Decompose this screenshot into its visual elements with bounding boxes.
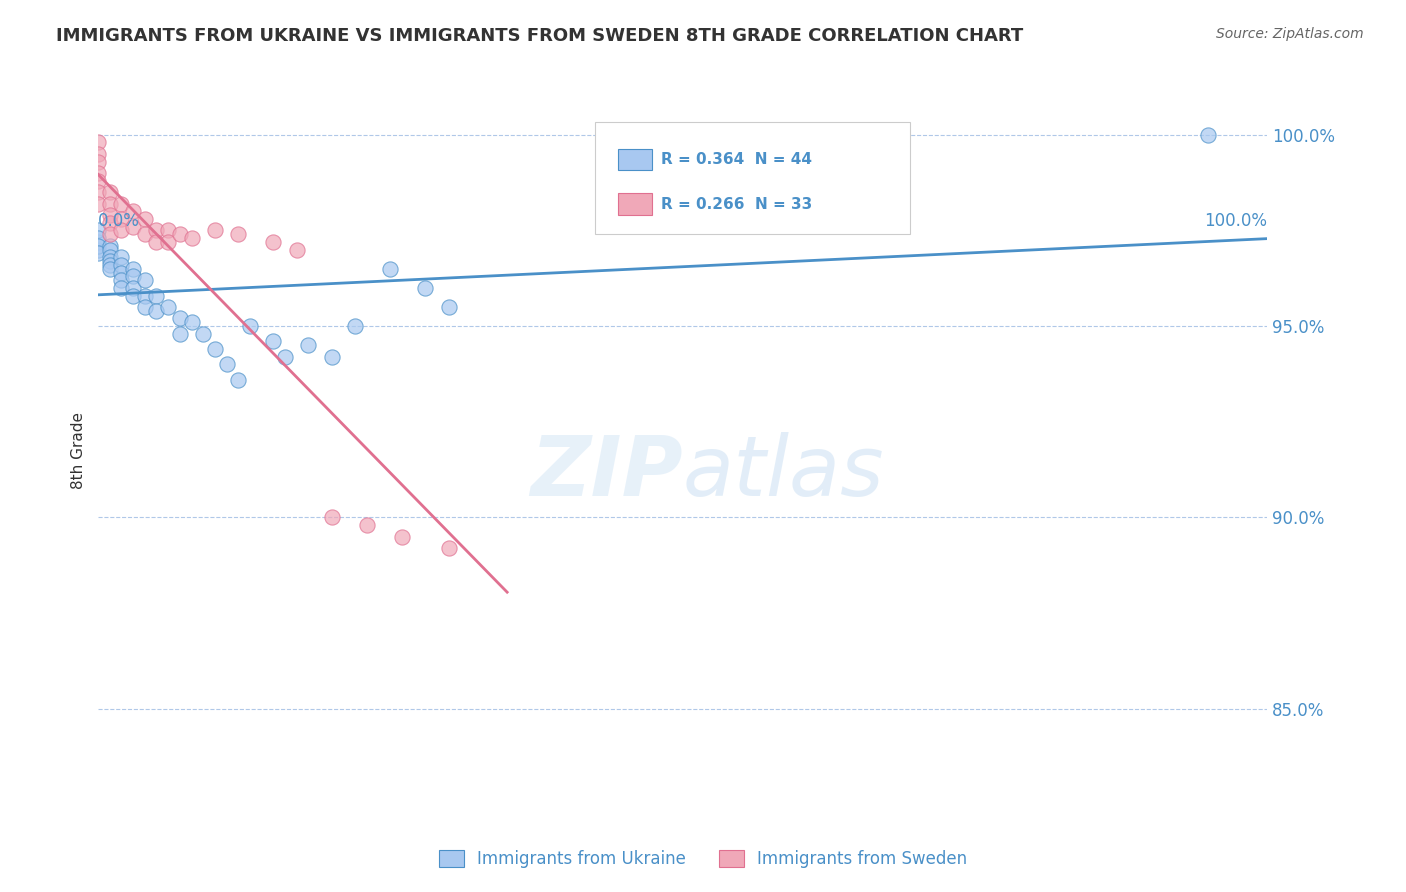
Point — [122, 288, 145, 302]
Y-axis label: 8th Grade: 8th Grade — [72, 412, 86, 489]
Point — [98, 243, 121, 257]
Point — [110, 212, 132, 227]
Point — [157, 235, 180, 249]
Point — [87, 185, 110, 199]
FancyBboxPatch shape — [619, 194, 652, 215]
Text: atlas: atlas — [682, 433, 884, 513]
FancyBboxPatch shape — [619, 149, 652, 170]
Point — [122, 204, 145, 219]
Point — [169, 311, 191, 326]
Point — [87, 166, 110, 180]
Point — [134, 300, 156, 314]
Point — [87, 174, 110, 188]
Point — [344, 319, 367, 334]
Point — [87, 154, 110, 169]
Text: 100.0%: 100.0% — [1204, 211, 1267, 230]
Point — [274, 350, 297, 364]
Point — [239, 319, 262, 334]
Point — [98, 258, 121, 272]
Point — [226, 227, 249, 242]
Point — [122, 281, 145, 295]
Point — [145, 223, 167, 237]
Point — [145, 235, 167, 249]
Point — [134, 212, 156, 227]
Point — [87, 196, 110, 211]
Legend: Immigrants from Ukraine, Immigrants from Sweden: Immigrants from Ukraine, Immigrants from… — [432, 843, 974, 875]
Point — [98, 227, 121, 242]
Point — [285, 243, 308, 257]
Point — [297, 338, 319, 352]
Text: 0.0%: 0.0% — [98, 211, 141, 230]
Text: R = 0.266  N = 33: R = 0.266 N = 33 — [661, 197, 813, 211]
Point — [204, 342, 226, 356]
Point — [169, 227, 191, 242]
Point — [87, 136, 110, 150]
Point — [134, 288, 156, 302]
Point — [193, 326, 215, 341]
Point — [110, 258, 132, 272]
Point — [145, 288, 167, 302]
Point — [391, 530, 413, 544]
Point — [110, 281, 132, 295]
Point — [380, 261, 402, 276]
Point — [122, 261, 145, 276]
Point — [98, 261, 121, 276]
Point — [98, 208, 121, 222]
Point — [157, 223, 180, 237]
Point — [122, 269, 145, 284]
Point — [262, 235, 284, 249]
Point — [98, 196, 121, 211]
Point — [134, 273, 156, 287]
Point — [110, 266, 132, 280]
Point — [98, 216, 121, 230]
Point — [321, 350, 343, 364]
Point — [98, 185, 121, 199]
Point — [169, 326, 191, 341]
Point — [157, 300, 180, 314]
Point — [215, 357, 238, 371]
Point — [98, 254, 121, 268]
Point — [87, 223, 110, 237]
Point — [1197, 128, 1219, 142]
Point — [87, 147, 110, 161]
Point — [98, 239, 121, 253]
Text: R = 0.364  N = 44: R = 0.364 N = 44 — [661, 152, 813, 167]
Point — [262, 334, 284, 349]
Point — [110, 273, 132, 287]
Point — [437, 300, 460, 314]
Point — [321, 510, 343, 524]
Point — [87, 246, 110, 260]
Point — [134, 227, 156, 242]
Point — [87, 243, 110, 257]
Point — [110, 223, 132, 237]
Point — [145, 303, 167, 318]
Point — [226, 373, 249, 387]
Text: IMMIGRANTS FROM UKRAINE VS IMMIGRANTS FROM SWEDEN 8TH GRADE CORRELATION CHART: IMMIGRANTS FROM UKRAINE VS IMMIGRANTS FR… — [56, 27, 1024, 45]
Point — [180, 315, 202, 329]
Point — [122, 219, 145, 234]
Point — [87, 235, 110, 249]
Point — [437, 541, 460, 555]
Point — [87, 239, 110, 253]
Point — [110, 250, 132, 264]
Point — [180, 231, 202, 245]
FancyBboxPatch shape — [595, 122, 911, 234]
Point — [204, 223, 226, 237]
Point — [356, 518, 378, 533]
Point — [98, 250, 121, 264]
Point — [110, 196, 132, 211]
Text: ZIP: ZIP — [530, 433, 682, 513]
Point — [415, 281, 437, 295]
Point — [87, 231, 110, 245]
Text: Source: ZipAtlas.com: Source: ZipAtlas.com — [1216, 27, 1364, 41]
